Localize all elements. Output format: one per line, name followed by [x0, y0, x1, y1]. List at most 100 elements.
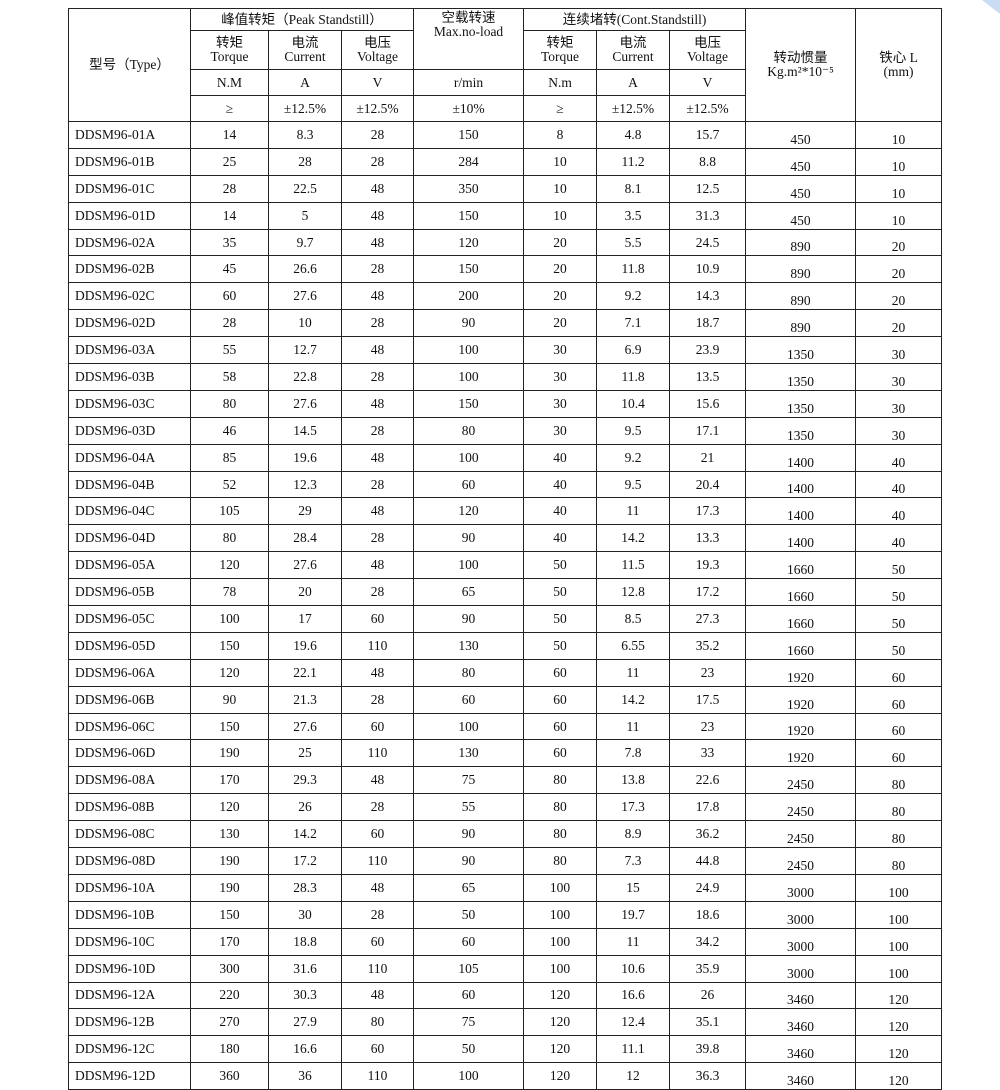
header-noload-cn: 空载转速: [441, 10, 496, 25]
unit-peak-current: A: [268, 69, 342, 96]
cell-noload-speed: 90: [413, 847, 525, 875]
cell-cont-current: 11.8: [596, 363, 671, 391]
cell-peak-current: 29: [268, 497, 342, 526]
header-noload-en: Max.no-load: [433, 24, 504, 39]
header-core-en: (mm): [883, 64, 914, 79]
cell-noload-speed: 120: [413, 228, 525, 257]
cell-peak-torque: 120: [190, 793, 269, 822]
cell-cont-torque: 100: [523, 900, 598, 929]
table-row: DDSM96-08A 170 29.3 48 75 80 13.8 22.6 2450 80: [68, 766, 943, 795]
cell-peak-torque: 150: [190, 900, 269, 929]
cell-peak-voltage: 28: [340, 416, 415, 445]
cell-noload-speed: 105: [413, 954, 525, 983]
cell-peak-torque: 130: [190, 820, 269, 849]
cell-cont-torque: 40: [523, 443, 598, 472]
cell-peak-current: 18.8: [268, 927, 342, 956]
cell-core-length: 40: [855, 524, 943, 553]
table-row: DDSM96-01A 14 8.3 28 150 8 4.8 15.7 450 10: [68, 121, 943, 149]
cell-cont-voltage: 23.9: [669, 336, 747, 365]
cell-peak-current: 22.5: [268, 174, 342, 203]
cell-cont-voltage: 24.9: [669, 873, 747, 902]
cell-noload-speed: 130: [413, 631, 525, 660]
cell-cont-current: 4.8: [596, 121, 671, 149]
cell-noload-speed: 60: [413, 981, 525, 1010]
cell-peak-voltage: 60: [340, 1035, 415, 1064]
cell-core-length: 40: [855, 497, 943, 526]
cell-cont-torque: 100: [523, 954, 598, 983]
cell-core-length: 120: [855, 981, 943, 1010]
cell-cont-current: 9.5: [596, 470, 671, 499]
cell-peak-current: 31.6: [268, 954, 342, 983]
cell-peak-torque: 78: [190, 578, 269, 607]
tol-cont-voltage: ±12.5%: [669, 95, 747, 122]
cell-cont-current: 12.4: [596, 1008, 671, 1037]
cell-type: DDSM96-10D: [68, 954, 191, 983]
cell-inertia: 1350: [745, 389, 857, 418]
cell-noload-speed: 100: [413, 551, 525, 580]
cell-peak-current: 27.9: [268, 1008, 342, 1037]
cell-cont-current: 11: [596, 497, 671, 526]
cell-type: DDSM96-01D: [68, 201, 191, 230]
cell-peak-current: 30: [268, 900, 342, 929]
cell-inertia: 1660: [745, 631, 857, 660]
header-cont-current: 电流 Current: [596, 30, 671, 70]
cell-cont-torque: 60: [523, 739, 598, 768]
cell-cont-voltage: 17.1: [669, 416, 747, 445]
table-row: DDSM96-06C 150 27.6 60 100 60 11 23 1920 60: [68, 712, 943, 741]
cell-noload-speed: 150: [413, 389, 525, 418]
cell-type: DDSM96-10C: [68, 927, 191, 956]
cell-cont-voltage: 23: [669, 712, 747, 741]
cell-core-length: 120: [855, 1062, 943, 1090]
cell-core-length: 80: [855, 766, 943, 795]
cell-peak-torque: 28: [190, 309, 269, 338]
cell-peak-voltage: 28: [340, 309, 415, 338]
cell-peak-current: 14.2: [268, 820, 342, 849]
cell-cont-torque: 60: [523, 712, 598, 741]
cell-cont-torque: 40: [523, 470, 598, 499]
cell-peak-current: 30.3: [268, 981, 342, 1010]
cell-core-length: 80: [855, 793, 943, 822]
cell-peak-voltage: 48: [340, 873, 415, 902]
cell-type: DDSM96-08B: [68, 793, 191, 822]
cell-cont-current: 11.5: [596, 551, 671, 580]
cell-cont-current: 7.3: [596, 847, 671, 875]
cell-noload-speed: 50: [413, 900, 525, 929]
cell-type: DDSM96-06D: [68, 739, 191, 768]
cell-cont-torque: 50: [523, 551, 598, 580]
cell-noload-speed: 284: [413, 147, 525, 176]
cell-cont-current: 10.6: [596, 954, 671, 983]
cell-core-length: 30: [855, 389, 943, 418]
cell-peak-current: 9.7: [268, 228, 342, 257]
cell-core-length: 100: [855, 900, 943, 929]
header-core: 铁心 L (mm): [855, 8, 943, 122]
cell-cont-voltage: 24.5: [669, 228, 747, 257]
cell-type: DDSM96-05C: [68, 605, 191, 633]
cell-cont-voltage: 35.2: [669, 631, 747, 660]
tol-peak-voltage: ±12.5%: [340, 95, 415, 122]
cell-peak-current: 12.3: [268, 470, 342, 499]
cell-cont-current: 7.8: [596, 739, 671, 768]
cell-peak-torque: 52: [190, 470, 269, 499]
cell-type: DDSM96-05A: [68, 551, 191, 580]
cell-peak-torque: 55: [190, 336, 269, 365]
cell-peak-voltage: 110: [340, 1062, 415, 1090]
cell-cont-torque: 100: [523, 927, 598, 956]
header-peak: 峰值转矩（Peak Standstill）: [189, 8, 415, 31]
table-row: DDSM96-05D 150 19.6 110 130 50 6.55 35.2 1660 50: [68, 631, 943, 660]
cell-inertia: 890: [745, 282, 857, 311]
cell-cont-voltage: 35.9: [669, 954, 747, 983]
cell-inertia: 1660: [745, 605, 857, 633]
cell-peak-torque: 360: [190, 1062, 269, 1090]
cell-core-length: 20: [855, 309, 943, 338]
cell-core-length: 120: [855, 1035, 943, 1064]
cell-peak-current: 36: [268, 1062, 342, 1090]
cell-peak-voltage: 28: [340, 900, 415, 929]
cell-noload-speed: 75: [413, 766, 525, 795]
table-row: DDSM96-06B 90 21.3 28 60 60 14.2 17.5 1920 60: [68, 685, 943, 714]
cell-peak-voltage: 28: [340, 363, 415, 391]
cell-cont-torque: 80: [523, 847, 598, 875]
cell-cont-current: 9.5: [596, 416, 671, 445]
cell-cont-current: 11.8: [596, 255, 671, 284]
cell-peak-torque: 14: [190, 121, 269, 149]
cell-type: DDSM96-03D: [68, 416, 191, 445]
